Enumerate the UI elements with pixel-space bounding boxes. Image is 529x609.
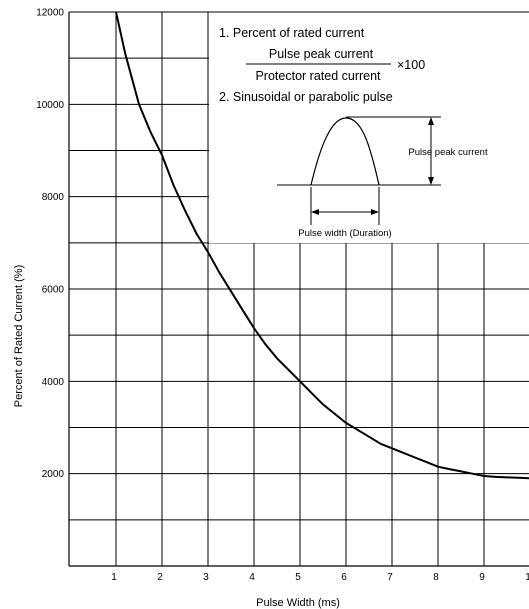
pulse-shape: [310, 117, 380, 186]
x-tick-label: 1: [525, 572, 529, 583]
series-line: [115, 11, 529, 480]
note-line-2: 2. Sinusoidal or parabolic pulse: [219, 90, 393, 104]
peak-label: Pulse peak current: [408, 147, 488, 158]
x-tick-label: 5: [295, 572, 301, 583]
width-arrow-right: [371, 209, 379, 215]
peak-arrow-down: [428, 177, 434, 185]
y-tick-label: 6000: [42, 285, 65, 296]
note-numerator: Pulse peak current: [269, 47, 374, 61]
grid: [69, 12, 529, 566]
width-arrow-left: [311, 209, 319, 215]
y-tick-label: 12000: [36, 8, 64, 19]
series-layer: [115, 11, 529, 480]
y-tick-label: 10000: [36, 100, 64, 111]
x-axis-title: Pulse Width (ms): [256, 597, 340, 609]
x-tick-label: 9: [479, 572, 485, 583]
y-tick-label: 4000: [42, 377, 65, 388]
peak-arrow-up: [428, 117, 434, 125]
note-multiplier: ×100: [397, 58, 425, 72]
x-tick-label: 4: [249, 572, 255, 583]
x-tick-label: 3: [203, 572, 209, 583]
y-tick-label: 8000: [42, 192, 65, 203]
y-tick-label: 2000: [42, 469, 65, 480]
y-axis-title: Percent of Rated Current (%): [13, 265, 25, 407]
x-tick-label: 2: [157, 572, 163, 583]
x-tick-label: 7: [387, 572, 393, 583]
x-tick-label: 6: [341, 572, 347, 583]
x-tick-label: 1: [111, 572, 117, 583]
note-denominator: Protector rated current: [255, 69, 381, 83]
annotation-panel: 1. Percent of rated current Pulse peak c…: [209, 10, 529, 243]
width-label: Pulse width (Duration): [298, 228, 391, 239]
axes: [68, 11, 529, 567]
note-line-1: 1. Percent of rated current: [219, 26, 365, 40]
x-tick-label: 8: [433, 572, 439, 583]
